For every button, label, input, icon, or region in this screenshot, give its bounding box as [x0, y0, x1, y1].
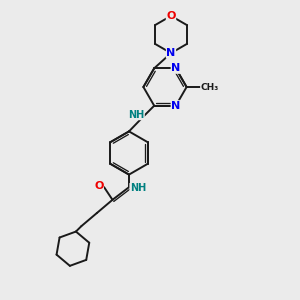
Text: N: N: [171, 63, 180, 73]
Text: CH₃: CH₃: [201, 82, 219, 91]
Text: O: O: [166, 11, 176, 21]
Text: N: N: [171, 101, 180, 111]
Text: N: N: [167, 48, 176, 58]
Text: NH: NH: [130, 183, 146, 194]
Text: O: O: [94, 181, 104, 191]
Text: NH: NH: [128, 110, 144, 120]
